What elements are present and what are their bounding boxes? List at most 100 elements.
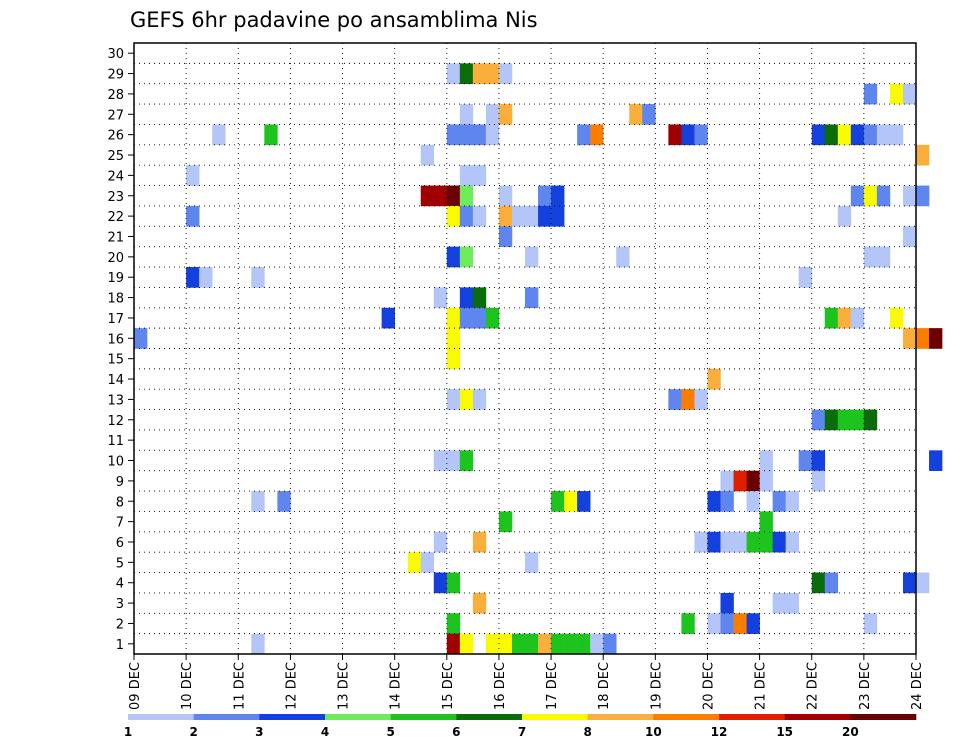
heatmap-cell [772, 592, 786, 614]
y-tick-label: 26 [107, 129, 124, 144]
heatmap-cell [472, 205, 487, 227]
heatmap-cell [785, 491, 799, 512]
heatmap-cell [902, 83, 917, 105]
heatmap-cell [459, 185, 474, 207]
legend-label: 20 [842, 725, 859, 739]
y-tick-label: 11 [107, 434, 124, 449]
heatmap-cell [772, 491, 786, 512]
x-tick-label: 23 DEC [858, 662, 873, 710]
heatmap-cell [472, 124, 487, 146]
x-tick-label: 14 DEC [389, 662, 404, 710]
legend-swatch [456, 714, 523, 720]
heatmap-cell [681, 613, 695, 634]
heatmap-cell [186, 267, 200, 288]
heatmap-cell [551, 491, 565, 512]
heatmap-cell [459, 389, 474, 410]
heatmap-cell [811, 572, 826, 594]
heatmap-cell [251, 267, 265, 288]
heatmap-cell [538, 185, 552, 207]
heatmap-cell [902, 226, 917, 247]
heatmap-cell [498, 205, 513, 227]
legend-swatch [193, 714, 260, 720]
heatmap-cell [902, 185, 917, 207]
heatmap-cell [420, 144, 435, 166]
heatmap-cell [746, 613, 760, 634]
heatmap-cell [551, 205, 565, 227]
heatmap-cell [551, 633, 565, 655]
heatmap-cell [798, 267, 813, 288]
heatmap-cell [420, 185, 435, 207]
heatmap-cell [759, 450, 773, 471]
heatmap-cell [850, 124, 865, 146]
heatmap-cell [811, 450, 826, 471]
heatmap-cell [525, 287, 539, 309]
y-tick-label: 20 [107, 251, 124, 266]
heatmap-cell [668, 389, 682, 410]
x-tick-label: 20 DEC [701, 662, 716, 710]
heatmap-cell [720, 491, 734, 512]
heatmap-cell [186, 165, 200, 186]
heatmap-cell [733, 470, 747, 492]
heatmap-cell [876, 124, 891, 146]
heatmap-cell [746, 470, 760, 492]
legend-swatch [390, 714, 457, 720]
heatmap-cell [642, 104, 656, 125]
legend-label: 15 [776, 725, 793, 739]
heatmap-cell [498, 185, 513, 207]
heatmap-cell [889, 124, 904, 146]
heatmap-cell [824, 409, 839, 431]
legend-swatch [587, 714, 654, 720]
heatmap-cell [876, 246, 891, 268]
heatmap-cell [720, 592, 734, 614]
heatmap-cell [863, 246, 878, 268]
heatmap-cell [498, 104, 513, 125]
heatmap-cell [772, 531, 786, 553]
heatmap-cell [511, 633, 526, 655]
heatmap-cell [459, 63, 474, 85]
heatmap-cell [798, 450, 813, 471]
legend-swatch [325, 714, 391, 720]
heatmap-cell [498, 226, 513, 247]
heatmap-cell [629, 104, 643, 125]
heatmap-cell [889, 307, 904, 329]
heatmap-cell [811, 409, 826, 431]
heatmap-cell [446, 185, 461, 207]
x-tick-label: 09 DEC [128, 662, 143, 710]
heatmap-cell [733, 613, 747, 634]
legend-label: 1 [124, 725, 132, 739]
y-tick-label: 2 [116, 617, 124, 632]
legend-label: 4 [321, 725, 329, 739]
color-legend: 1 2 3 4 5 6 7 8 10 12 15 20 [124, 714, 917, 739]
heatmap-cell [251, 491, 265, 512]
y-tick-label: 30 [107, 47, 124, 62]
heatmap-cells [134, 63, 943, 655]
y-tick-label: 9 [116, 475, 124, 490]
heatmap-cell [472, 389, 487, 410]
heatmap-cell [707, 613, 721, 634]
heatmap-cell [720, 531, 734, 553]
y-tick-label: 22 [107, 210, 124, 225]
heatmap-cell [446, 450, 461, 471]
heatmap-cell [707, 368, 721, 390]
heatmap-cell [459, 307, 474, 329]
heatmap-cell [759, 531, 773, 553]
y-tick-label: 21 [107, 230, 124, 245]
heatmap-cell [407, 552, 422, 573]
legend-swatch [128, 714, 194, 720]
x-tick-label: 24 DEC [910, 662, 925, 710]
y-tick-label: 23 [107, 190, 124, 205]
heatmap-cell [850, 409, 865, 431]
heatmap-cell [616, 246, 630, 268]
heatmap-cell [538, 205, 552, 227]
heatmap-cell [472, 592, 487, 614]
legend-label: 5 [386, 725, 394, 739]
x-tick-label: 19 DEC [649, 662, 664, 710]
plot-frame [133, 42, 917, 655]
x-tick-label: 16 DEC [493, 662, 508, 710]
heatmap-cell [863, 185, 878, 207]
legend-swatch [719, 714, 785, 720]
heatmap-cell [916, 572, 930, 594]
heatmap-cell [824, 124, 839, 146]
heatmap-cell [186, 205, 200, 227]
heatmap-cell [511, 205, 526, 227]
